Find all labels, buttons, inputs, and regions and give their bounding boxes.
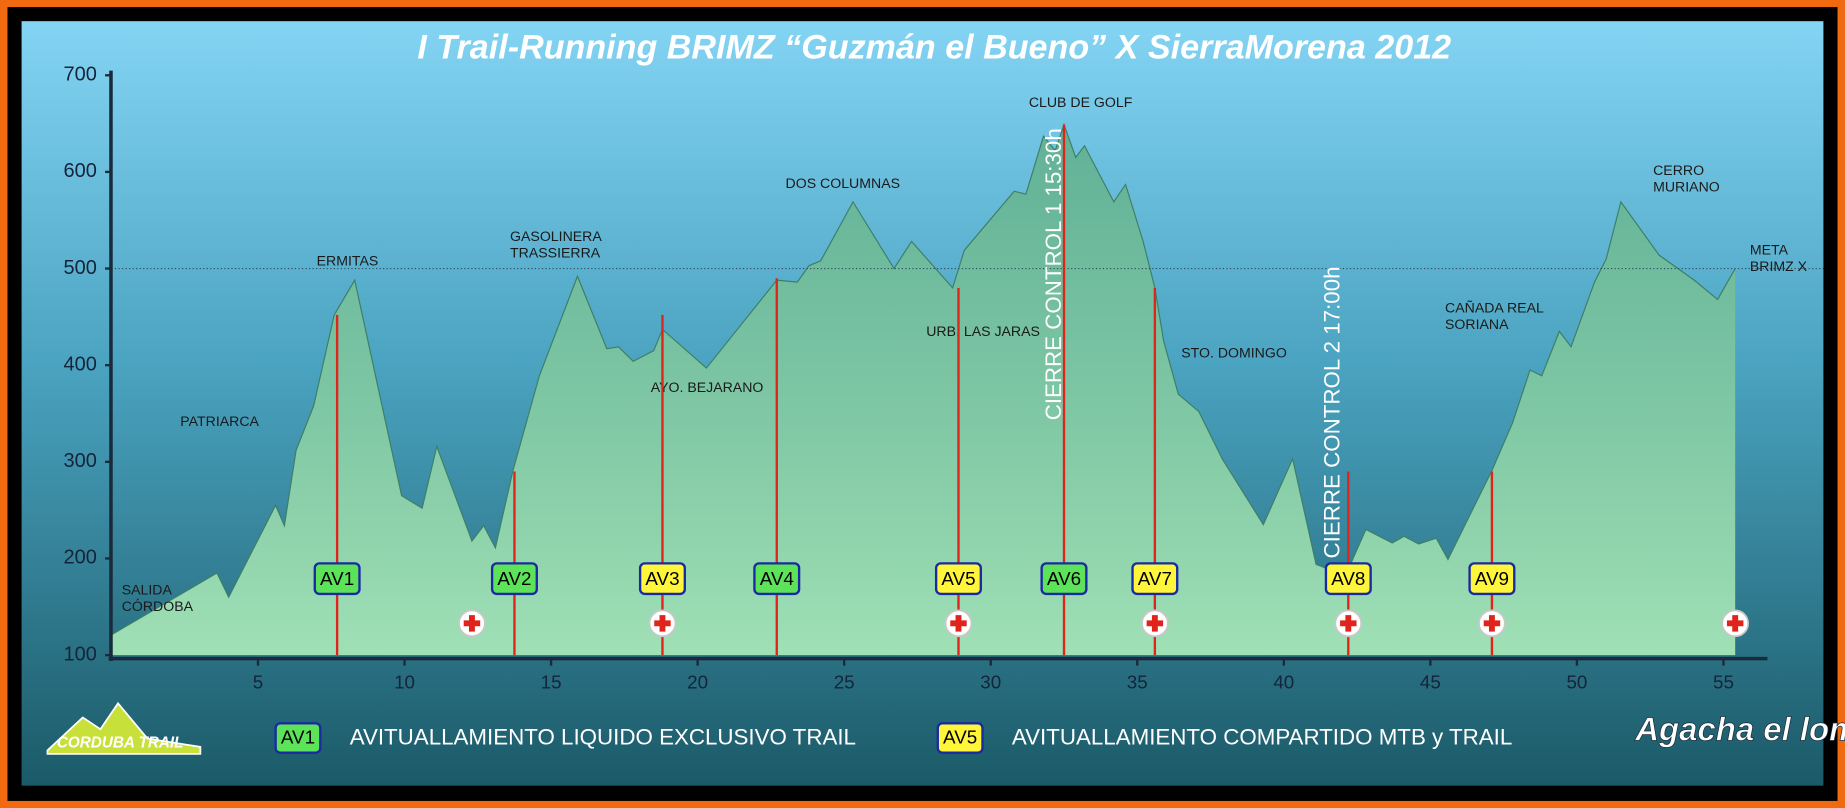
logo-mountain bbox=[46, 701, 202, 755]
station-box bbox=[1324, 562, 1372, 596]
cutoff-label: CIERRE CONTROL 1 15:30h bbox=[1041, 128, 1066, 420]
x-tick-label: 45 bbox=[1420, 671, 1441, 692]
y-tick-label: 600 bbox=[64, 160, 97, 182]
place-label: ERMITAS bbox=[317, 253, 379, 269]
station-label: AV5 bbox=[941, 568, 975, 589]
chart-title: I Trail-Running BRIMZ “Guzmán el Bueno” … bbox=[417, 28, 1451, 66]
x-tick-label: 40 bbox=[1273, 671, 1294, 692]
place-label: PATRIARCA bbox=[180, 413, 259, 429]
station-label: AV8 bbox=[1331, 568, 1365, 589]
x-tick-label: 55 bbox=[1713, 671, 1734, 692]
legend-sample: AV1 bbox=[281, 727, 315, 748]
place-label: GASOLINERA bbox=[510, 228, 602, 244]
y-tick-label: 500 bbox=[64, 257, 97, 279]
profile-line bbox=[111, 122, 1736, 636]
y-tick-label: 200 bbox=[64, 547, 97, 569]
x-tick-label: 5 bbox=[253, 671, 263, 692]
station-label: AV1 bbox=[320, 568, 354, 589]
cutoff-label: CIERRE CONTROL 2 17:00h bbox=[1320, 266, 1345, 558]
place-label: TRASSIERRA bbox=[510, 244, 601, 260]
x-tick-label: 30 bbox=[980, 671, 1001, 692]
logo-right: Agacha el lomo bbox=[1634, 710, 1845, 747]
place-label: SORIANA bbox=[1445, 316, 1509, 332]
y-tick-label: 100 bbox=[64, 643, 97, 665]
place-label: CÓRDOBA bbox=[122, 598, 194, 614]
logo-left: CORDUBA TRAIL bbox=[57, 734, 184, 751]
x-tick-label: 10 bbox=[394, 671, 415, 692]
profile-area bbox=[111, 124, 1736, 656]
station-box bbox=[1468, 562, 1516, 596]
legend-text: AVITUALLAMIENTO COMPARTIDO MTB y TRAIL bbox=[1012, 725, 1512, 750]
legend-text: AVITUALLAMIENTO LIQUIDO EXCLUSIVO TRAIL bbox=[350, 725, 856, 750]
legend-swatch bbox=[274, 722, 322, 754]
place-label: AYO. BEJARANO bbox=[651, 379, 764, 395]
medical-cross bbox=[1340, 615, 1357, 632]
place-label: DOS COLUMNAS bbox=[786, 175, 900, 191]
place-label: STO. DOMINGO bbox=[1181, 344, 1287, 360]
station-box bbox=[934, 562, 983, 596]
place-label: SALIDA bbox=[122, 582, 173, 598]
station-box bbox=[753, 562, 801, 596]
station-label: AV9 bbox=[1475, 568, 1509, 589]
station-label: AV4 bbox=[760, 568, 794, 589]
place-label: CLUB DE GOLF bbox=[1029, 94, 1133, 110]
legend-swatch bbox=[936, 722, 984, 754]
place-label: MURIANO bbox=[1653, 179, 1720, 195]
place-label: CAÑADA REAL bbox=[1445, 299, 1544, 315]
medical-cross bbox=[1483, 615, 1501, 632]
station-box bbox=[1131, 562, 1179, 596]
x-tick-label: 35 bbox=[1127, 671, 1148, 692]
place-label: URB. LAS JARAS bbox=[926, 323, 1040, 339]
x-tick-label: 25 bbox=[834, 671, 855, 692]
medical-cross bbox=[1726, 615, 1744, 632]
station-label: AV2 bbox=[497, 568, 531, 589]
y-tick-label: 300 bbox=[64, 450, 97, 472]
station-label: AV6 bbox=[1047, 568, 1081, 589]
place-label: BRIMZ X bbox=[1750, 258, 1808, 274]
station-box bbox=[638, 562, 686, 596]
station-box bbox=[313, 562, 361, 596]
station-box bbox=[1040, 562, 1088, 596]
medical-cross bbox=[950, 615, 967, 632]
medical-cross bbox=[1146, 615, 1164, 632]
x-tick-label: 20 bbox=[687, 671, 708, 692]
place-label: CERRO bbox=[1653, 162, 1704, 178]
x-tick-label: 50 bbox=[1566, 671, 1587, 692]
medical-cross bbox=[463, 615, 481, 632]
y-tick-label: 700 bbox=[64, 64, 97, 86]
legend-sample: AV5 bbox=[943, 727, 977, 748]
place-label: META bbox=[1750, 241, 1789, 257]
station-label: AV3 bbox=[645, 568, 679, 589]
x-tick-label: 15 bbox=[541, 671, 562, 692]
medical-cross bbox=[654, 615, 671, 632]
y-tick-label: 400 bbox=[64, 353, 97, 375]
station-box bbox=[490, 562, 538, 596]
station-label: AV7 bbox=[1138, 568, 1172, 589]
